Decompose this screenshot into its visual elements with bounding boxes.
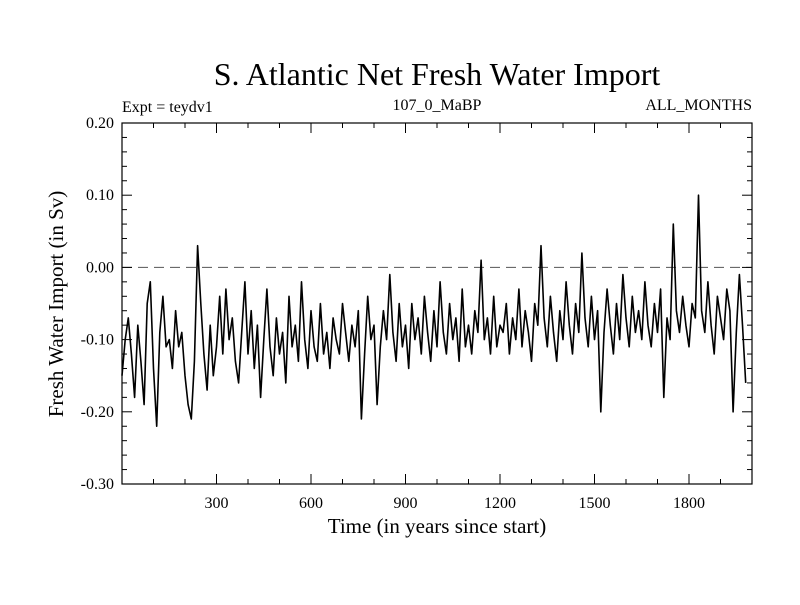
x-tick-label: 1500 <box>579 495 611 512</box>
x-tick-label: 600 <box>299 495 323 512</box>
x-tick-label: 1800 <box>673 495 705 512</box>
series-group <box>121 194 747 428</box>
y-tick-label: 0.10 <box>86 187 114 204</box>
y-tick-label: 0.00 <box>86 259 114 276</box>
chart-title: S. Atlantic Net Fresh Water Import <box>214 56 661 92</box>
plot-frame <box>121 122 753 485</box>
x-tick-label: 900 <box>394 495 418 512</box>
x-ticks-group: 300 600 900 1200 1500 1800 <box>153 123 721 512</box>
y-axis-label: Fresh Water Import (in Sv) <box>44 191 68 418</box>
x-axis-label: Time (in years since start) <box>328 514 547 538</box>
y-tick-label: -0.20 <box>81 404 114 421</box>
y-tick-label: -0.30 <box>81 476 114 493</box>
y-tick-label: 0.20 <box>86 115 114 132</box>
subtitle-left: Expt = teydv1 <box>122 99 213 116</box>
x-tick-label: 300 <box>205 495 229 512</box>
subtitle-right: ALL_MONTHS <box>645 97 752 114</box>
x-tick-label: 1200 <box>484 495 516 512</box>
y-ticks-group: -0.30 -0.20 -0.10 0.00 0.10 0.20 <box>81 115 752 493</box>
subtitle-center: 107_0_MaBP <box>393 97 482 114</box>
y-tick-label: -0.10 <box>81 332 114 349</box>
series-line-0 <box>121 194 747 428</box>
